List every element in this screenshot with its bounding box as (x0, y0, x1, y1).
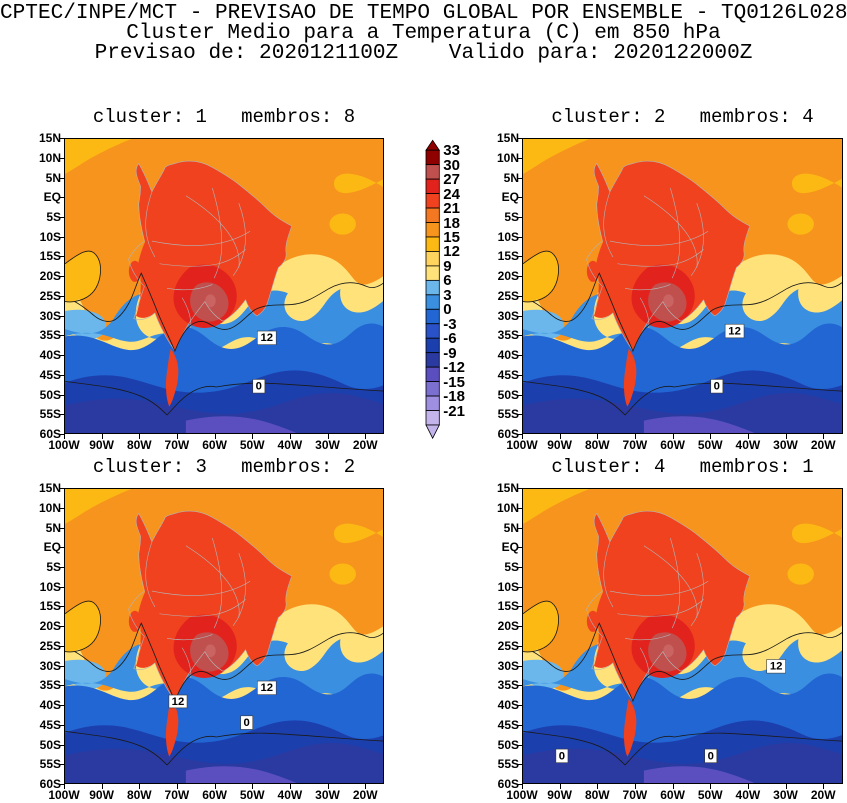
svg-text:0: 0 (244, 717, 250, 729)
svg-text:12: 12 (260, 332, 273, 344)
svg-text:12: 12 (770, 661, 783, 673)
svg-text:0: 0 (559, 750, 565, 762)
svg-text:0: 0 (708, 750, 714, 762)
svg-text:12: 12 (172, 696, 185, 708)
svg-text:0: 0 (256, 381, 262, 393)
svg-text:12: 12 (260, 682, 273, 694)
svg-text:12: 12 (728, 325, 741, 337)
svg-text:0: 0 (714, 381, 720, 393)
